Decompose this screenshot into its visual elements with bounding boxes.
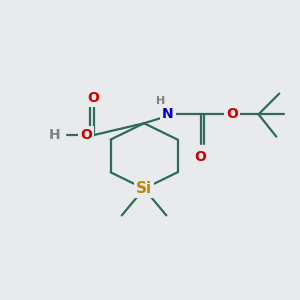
Text: O: O (195, 150, 206, 164)
Text: O: O (226, 107, 238, 121)
Text: Si: Si (136, 181, 152, 196)
Text: N: N (162, 107, 174, 121)
Text: O: O (88, 91, 100, 105)
Text: O: O (80, 128, 92, 142)
Text: H: H (49, 128, 61, 142)
Text: H: H (156, 96, 165, 106)
